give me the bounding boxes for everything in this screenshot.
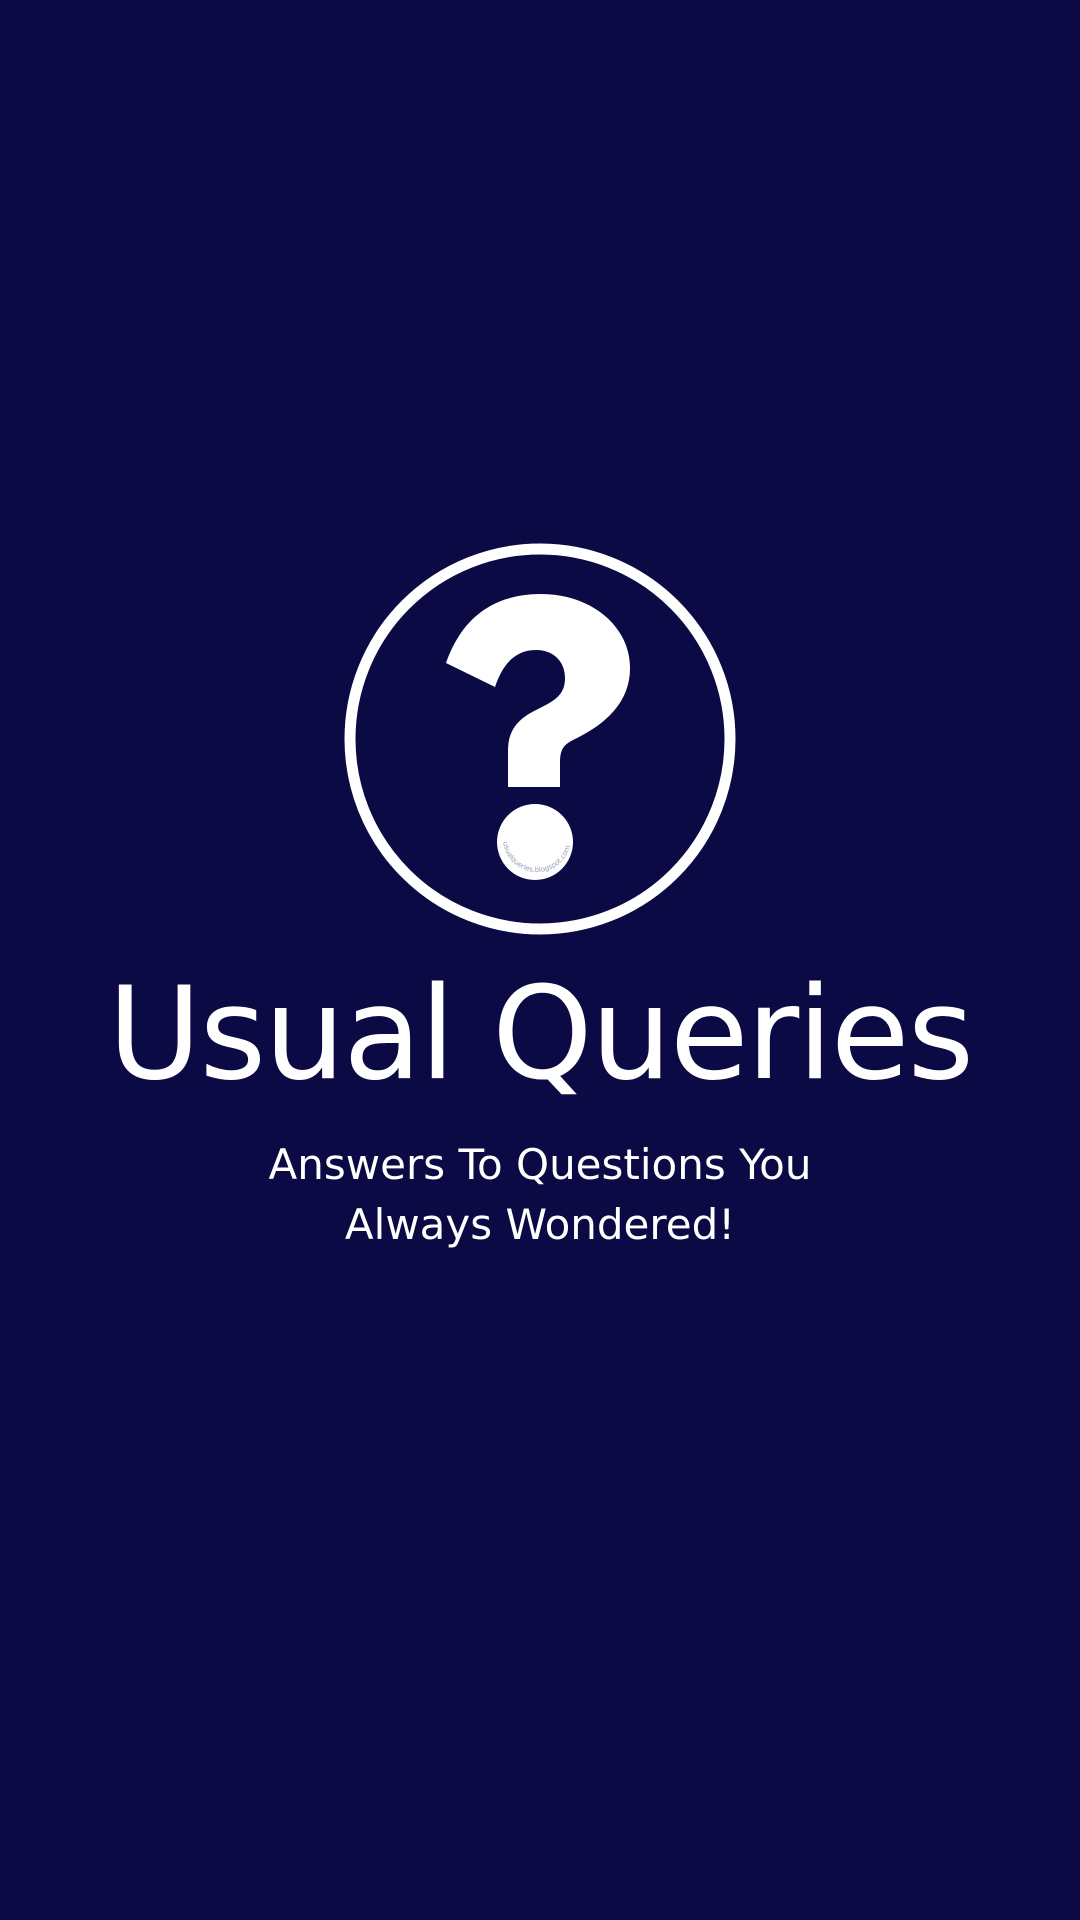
app-title: Usual Queries (107, 960, 974, 1109)
app-tagline: Answers To Questions You Always Wondered… (140, 1135, 940, 1255)
tagline-line-2: Always Wondered! (344, 1200, 736, 1249)
app-logo: usualqueries.blogspot.com (343, 542, 737, 936)
tagline-line-1: Answers To Questions You (268, 1140, 812, 1189)
question-mark-circle-icon: usualqueries.blogspot.com (344, 543, 736, 935)
